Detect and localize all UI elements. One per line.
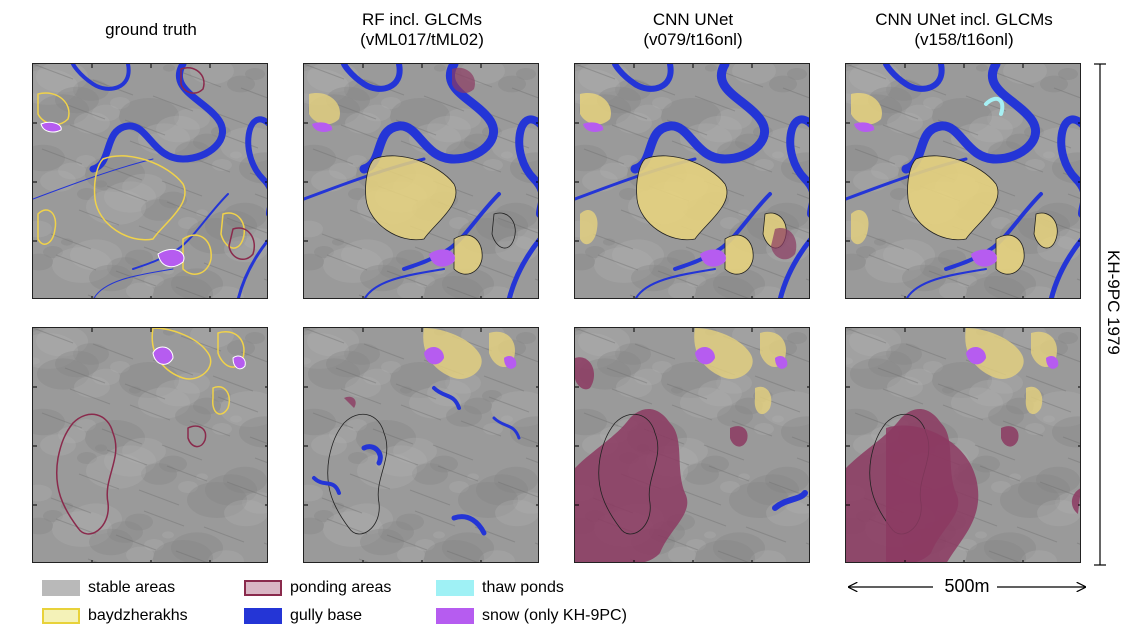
legend-snow: snow (only KH-9PC) [436,605,627,627]
legend-swatch-snow [436,608,474,624]
legend-swatch-baydzherakhs [42,608,80,624]
legend-ponding-areas: ponding areas [244,577,391,599]
scale-label: 500m [944,576,990,596]
panel-ground-truth-top [32,63,268,299]
row-bracket [1094,63,1106,566]
column-title-cnn-unet-glcm: CNN UNet incl. GLCMs (v158/t16onl) [875,10,1053,49]
panel-rf-top [303,63,539,299]
legend-thaw-ponds: thaw ponds [436,577,564,599]
panel-map [575,64,809,298]
column-title-ground-truth: ground truth [105,20,197,39]
panel-map [846,64,1080,298]
column-title-cnn-unet: CNN UNet (v079/t16onl) [643,10,743,49]
legend-stable-areas: stable areas [42,577,175,599]
panel-cnn-bottom [574,327,810,563]
legend-baydzherakhs: baydzherakhs [42,605,188,627]
legend-swatch-stable [42,580,80,596]
scale-bar [845,575,1090,599]
legend-swatch-ponding [244,580,282,596]
panel-rf-bottom [303,327,539,563]
panel-map [575,328,809,562]
legend-swatch-gully [244,608,282,624]
panel-cnn-glcm-bottom [845,327,1081,563]
panel-cnn-glcm-top [845,63,1081,299]
panel-map [304,328,538,562]
panel-ground-truth-bottom [32,327,268,563]
column-title-rf: RF incl. GLCMs (vML017/tML02) [360,10,484,49]
row-label: KH-9PC 1979 [1104,250,1123,355]
legend-gully-base: gully base [244,605,362,627]
panel-cnn-top [574,63,810,299]
panel-map [304,64,538,298]
panel-map [846,328,1080,562]
panel-map [33,64,267,298]
legend-swatch-thaw [436,580,474,596]
panel-map [33,328,267,562]
